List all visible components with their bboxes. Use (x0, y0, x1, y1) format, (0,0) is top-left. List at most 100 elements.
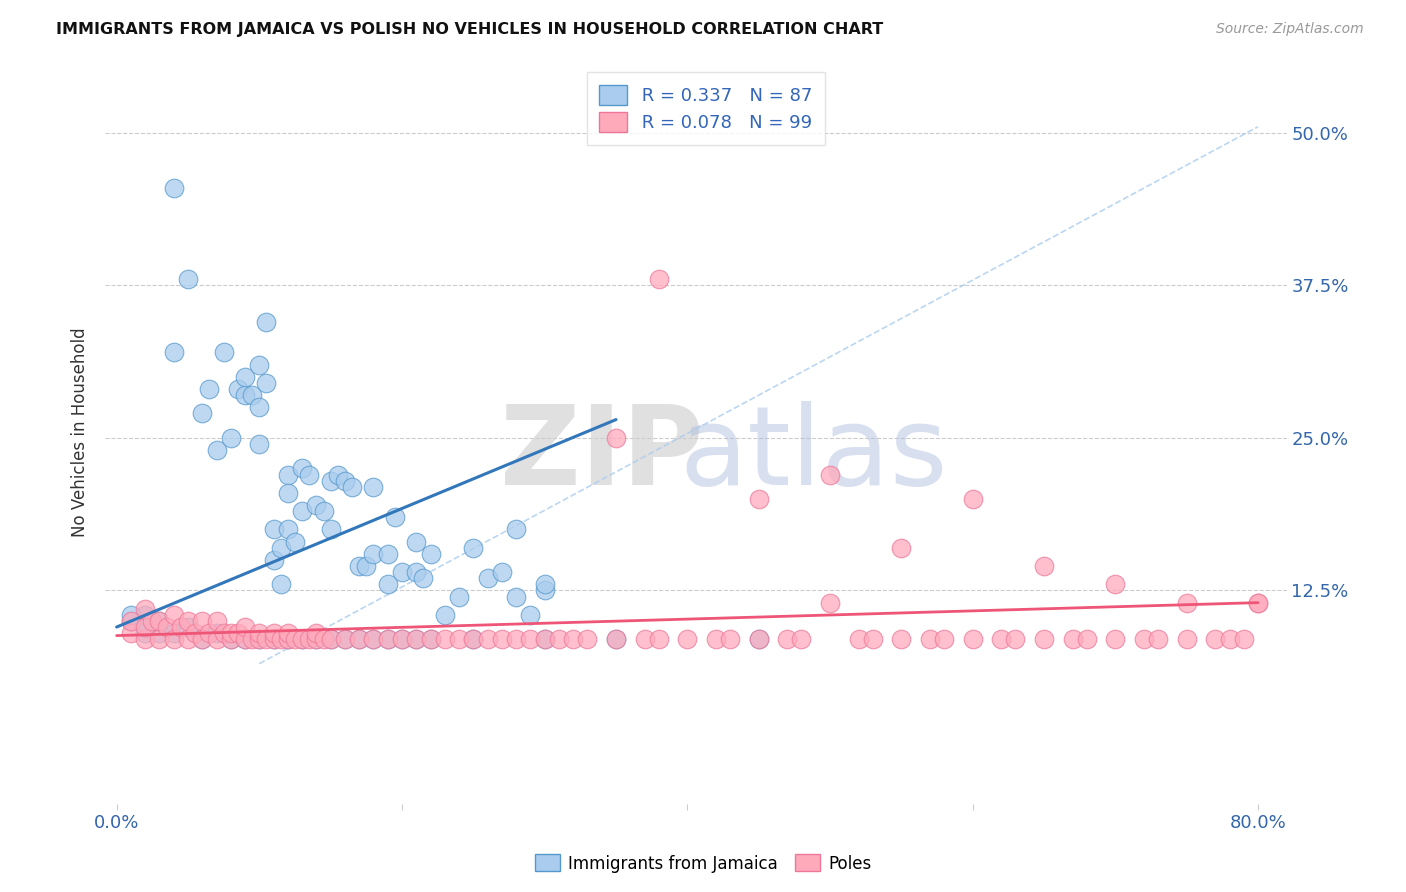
Point (233, 632, 256, 647)
Y-axis label: No Vehicles in Household: No Vehicles in Household (72, 327, 89, 537)
Point (277, 626, 299, 640)
Point (1247, 596, 1270, 610)
Point (219, 632, 242, 647)
Point (233, 632, 256, 647)
Point (191, 632, 214, 647)
Legend: Immigrants from Jamaica, Poles: Immigrants from Jamaica, Poles (529, 847, 877, 880)
Point (340, 480, 363, 494)
Point (212, 345, 235, 359)
Point (1218, 632, 1240, 647)
Point (148, 632, 170, 647)
Point (120, 614, 142, 628)
Point (319, 632, 342, 647)
Point (1076, 632, 1098, 647)
Point (333, 474, 356, 488)
Point (718, 632, 741, 647)
Point (491, 632, 513, 647)
Point (263, 632, 285, 647)
Point (298, 467, 321, 482)
Point (205, 614, 228, 628)
Point (177, 614, 200, 628)
Point (319, 632, 342, 647)
Point (1004, 632, 1026, 647)
Point (704, 632, 727, 647)
Point (291, 504, 314, 518)
Point (277, 523, 299, 537)
Point (240, 632, 263, 647)
Point (347, 559, 370, 574)
Point (1104, 632, 1126, 647)
Point (463, 632, 485, 647)
Point (247, 632, 270, 647)
Point (191, 407, 214, 421)
Point (412, 571, 434, 585)
Point (233, 620, 256, 634)
Point (219, 431, 242, 445)
Point (748, 632, 770, 647)
Point (205, 632, 228, 647)
Point (1033, 559, 1056, 574)
Point (163, 607, 186, 622)
Point (605, 632, 627, 647)
Point (433, 632, 456, 647)
Point (326, 467, 349, 482)
Point (776, 632, 799, 647)
Point (1133, 632, 1156, 647)
Point (533, 583, 555, 598)
Point (548, 632, 571, 647)
Point (419, 547, 441, 561)
Point (226, 626, 249, 640)
Point (305, 626, 328, 640)
Point (505, 590, 527, 604)
Point (120, 614, 142, 628)
Point (505, 523, 527, 537)
Point (212, 626, 235, 640)
Point (163, 180, 186, 194)
Point (419, 632, 441, 647)
Point (1062, 632, 1084, 647)
Legend:  R = 0.337   N = 87,  R = 0.078   N = 99: R = 0.337 N = 87, R = 0.078 N = 99 (586, 72, 824, 145)
Point (347, 632, 370, 647)
Point (748, 632, 770, 647)
Point (163, 632, 186, 647)
Point (263, 523, 285, 537)
Point (377, 547, 399, 561)
Point (191, 632, 214, 647)
Point (270, 632, 292, 647)
Point (533, 632, 555, 647)
Point (790, 632, 813, 647)
Point (633, 632, 655, 647)
Point (148, 614, 170, 628)
Point (247, 632, 270, 647)
Point (562, 632, 585, 647)
Point (862, 632, 884, 647)
Point (134, 632, 156, 647)
Point (347, 632, 370, 647)
Point (405, 632, 427, 647)
Point (256, 315, 278, 329)
Point (319, 474, 342, 488)
Point (533, 577, 555, 591)
Point (305, 498, 328, 512)
Point (312, 632, 335, 647)
Point (384, 510, 406, 524)
Point (576, 632, 599, 647)
Point (605, 632, 627, 647)
Point (148, 626, 170, 640)
Point (205, 443, 228, 458)
Point (648, 272, 671, 286)
Point (676, 632, 699, 647)
Point (226, 382, 249, 396)
Point (477, 571, 499, 585)
Point (918, 632, 941, 647)
Point (277, 467, 299, 482)
Point (263, 632, 285, 647)
Point (177, 620, 200, 634)
Point (1033, 632, 1056, 647)
Point (1104, 577, 1126, 591)
Point (377, 577, 399, 591)
Point (247, 626, 270, 640)
Point (284, 632, 307, 647)
Point (291, 632, 314, 647)
Point (1175, 632, 1198, 647)
